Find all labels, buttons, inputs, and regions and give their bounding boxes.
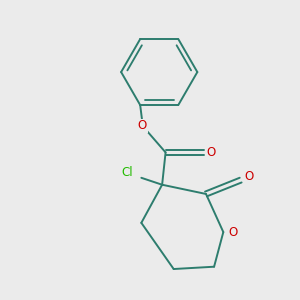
Text: Cl: Cl (122, 166, 133, 178)
Text: O: O (244, 170, 254, 183)
Text: O: O (138, 119, 147, 132)
Text: O: O (206, 146, 215, 159)
Text: O: O (228, 226, 237, 238)
